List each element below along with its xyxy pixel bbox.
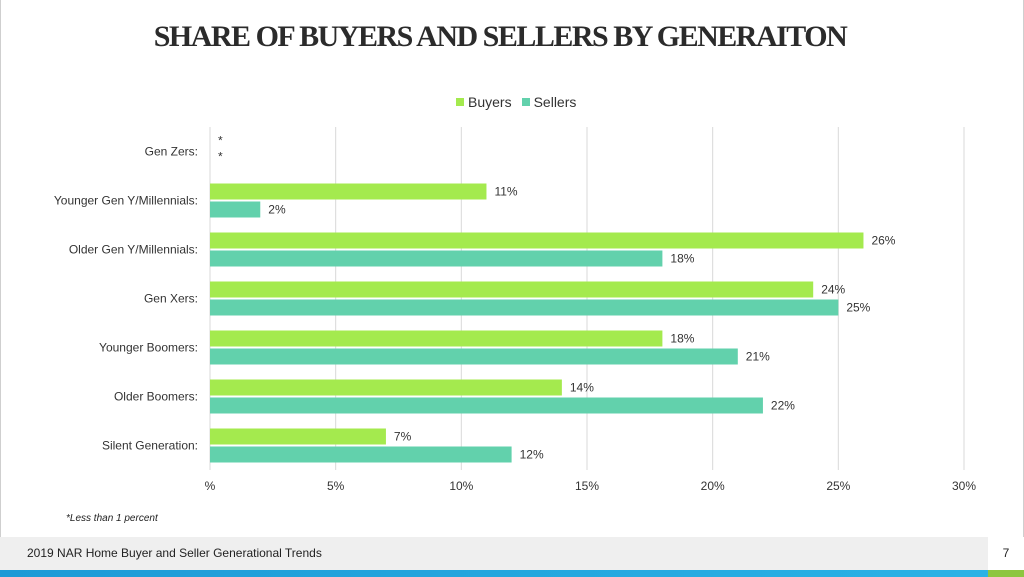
category-label: Gen Xers: [144,292,198,306]
data-label-sellers: 22% [771,399,795,413]
data-label-buyers: * [218,134,223,148]
category-label: Older Boomers: [114,390,198,404]
category-label: Silent Generation: [102,439,198,453]
data-label-sellers: 18% [670,252,694,266]
category-label: Younger Gen Y/Millennials: [54,194,198,208]
x-tick-label: 30% [952,479,976,493]
page-title: SHARE OF BUYERS AND SELLERS BY GENERAITO… [153,20,848,53]
x-tick-label: 15% [575,479,599,493]
page-number: 7 [988,537,1024,570]
legend-swatch-buyers [456,98,464,106]
data-label-buyers: 26% [871,234,895,248]
data-label-sellers: 21% [746,350,770,364]
bar-sellers [210,250,663,267]
bar-sellers [210,446,512,463]
bar-buyers [210,281,814,298]
x-tick-label: % [205,479,216,493]
legend-label-buyers: Buyers [468,94,512,110]
chart-legend: Buyers Sellers [456,94,576,110]
data-label-buyers: 24% [821,283,845,297]
bar-buyers [210,330,663,347]
bar-buyers [210,183,487,200]
footer-bar: 2019 NAR Home Buyer and Seller Generatio… [0,537,1024,570]
bar-sellers [210,348,738,365]
bottom-stripe [0,570,1024,577]
data-label-sellers: 25% [846,301,870,315]
data-label-sellers: 12% [520,448,544,462]
bar-buyers [210,232,864,249]
x-tick-label: 10% [449,479,473,493]
category-label: Older Gen Y/Millennials: [69,243,198,257]
x-tick-label: 20% [701,479,725,493]
bar-chart: % 5% 10% 15% 20% 25% 30% Gen Zers: * * Younger Gen… [54,127,976,493]
bar-buyers [210,428,386,445]
bar-sellers [210,397,763,414]
bar-buyers [210,379,562,396]
footnote: *Less than 1 percent [66,513,158,524]
bar-sellers [210,201,261,218]
data-label-buyers: 11% [494,185,517,199]
x-tick-label: 5% [327,479,345,493]
legend-label-sellers: Sellers [533,94,577,110]
bar-sellers [210,299,839,316]
data-label-sellers: * [218,150,223,164]
bottom-stripe-accent [988,570,1024,577]
data-label-sellers: 2% [268,203,286,217]
data-label-buyers: 14% [570,381,594,395]
legend-swatch-sellers [521,98,530,106]
category-label: Younger Boomers: [99,341,198,355]
x-tick-label: 25% [826,479,850,493]
data-label-buyers: 7% [394,430,412,444]
footer-text: 2019 NAR Home Buyer and Seller Generatio… [27,546,322,560]
legend-item-buyers: Buyers [456,94,512,110]
legend-item-sellers: Sellers [521,94,577,110]
category-label: Gen Zers: [145,145,198,159]
data-label-buyers: 18% [670,332,694,346]
